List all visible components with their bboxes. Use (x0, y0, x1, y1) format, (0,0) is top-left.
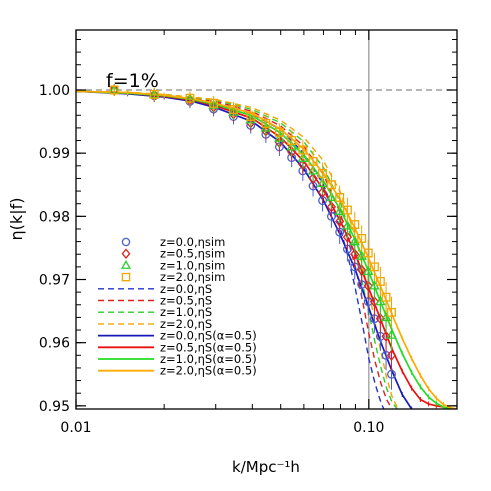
y-tick-label: 0.96 (39, 336, 70, 352)
point-z-0-5-sim-17 (363, 280, 373, 292)
reference-lines (76, 30, 457, 409)
point-z-2-0-sim-2 (185, 93, 195, 103)
point-z-2-0-sim-6 (261, 119, 271, 128)
point-z-1-0-sim-16 (356, 250, 367, 260)
point-z-2-0-sim-13 (335, 192, 345, 202)
point-z-2-0-sim-9 (298, 145, 308, 155)
y-tick-label: 1.00 (39, 83, 70, 99)
y-tick-label: 0.98 (39, 209, 70, 225)
point-z-0-5-sim-14 (342, 231, 353, 243)
point-z-2-0-sim-7 (274, 127, 284, 137)
point-z-0-5-sim-11 (317, 186, 328, 198)
legend-label-z-2-0-sim: z=2.0,ηsim (160, 270, 225, 284)
point-z-0-5-sim-9 (298, 158, 308, 171)
point-z-1-0-sim-11 (317, 177, 328, 188)
point-z-1-0-sim-12 (326, 191, 337, 202)
point-z-2-0-sim-20 (381, 292, 391, 302)
point-z-2-0-sim-17 (363, 248, 373, 258)
legend: z=0.0,ηsimz=0.5,ηsimz=1.0,ηsimz=2.0,ηsim… (98, 235, 257, 378)
point-z-2-0-sim-21 (387, 307, 396, 317)
point-z-1-0-sim-21 (386, 329, 397, 339)
x-axis-label: k/Mpc⁻¹h (232, 458, 300, 476)
point-z-1-0-sim-9 (297, 152, 309, 162)
point-z-2-0-sim-14 (342, 205, 352, 215)
point-z-1-0-sim-13 (334, 205, 345, 215)
y-tick-label: 0.97 (39, 273, 70, 289)
point-z-2-0-sim-10 (308, 156, 318, 166)
chart-annotation: f=1% (106, 70, 159, 92)
x-tick-label: 0.10 (353, 420, 384, 436)
legend-label-z-2-0-s-0-5: z=2.0,ηS(α=0.5) (160, 364, 257, 378)
point-z-1-0-sim-10 (307, 165, 319, 175)
point-z-0-0-sim-20 (381, 350, 391, 360)
legend-label-z-1-0-sim: z=1.0,ηsim (160, 258, 225, 272)
x-tick-label: 0.01 (60, 420, 91, 436)
y-tick-label: 0.95 (39, 399, 70, 415)
point-z-0-5-sim-19 (375, 313, 386, 325)
point-z-2-0-sim-1 (149, 89, 159, 99)
point-z-2-0-sim-5 (246, 112, 256, 121)
point-z-2-0-sim-8 (287, 136, 297, 145)
legend-label-z-1-0-s: z=1.0,ηS (160, 305, 212, 319)
simulation-points (108, 84, 397, 390)
point-z-1-0-sim-14 (342, 220, 353, 230)
point-z-0-5-sim-12 (326, 201, 337, 213)
point-z-2-0-sim-16 (357, 233, 367, 243)
point-z-2-0-sim-11 (318, 168, 328, 178)
legend-label-z-0-5-s: z=0.5,ηS (160, 294, 212, 308)
legend-label-z-0-0-s: z=0.0,ηS (160, 282, 212, 296)
legend-label-z-0-5-sim: z=0.5,ηsim (160, 247, 225, 261)
point-z-0-5-sim-18 (369, 296, 380, 308)
point-z-0-5-sim-16 (357, 264, 367, 276)
point-z-2-0-sim-19 (375, 276, 385, 286)
axes: 0.95 0.96 0.97 0.98 0.99 1.00 0.01 0.10 (39, 30, 458, 436)
point-z-2-0-sim-0 (109, 85, 119, 95)
legend-label-z-2-0-s: z=2.0,ηS (160, 317, 212, 331)
y-tick-label: 0.99 (39, 146, 70, 162)
legend-marker-z-2-0-sim-3 (121, 272, 131, 282)
y-axis-label: η(k|f) (7, 198, 26, 241)
legend-label-z-0-0-sim: z=0.0,ηsim (160, 235, 225, 249)
legend-label-z-0-5-s-0-5: z=0.5,ηS(α=0.5) (160, 340, 257, 354)
point-z-2-0-sim-15 (350, 220, 360, 230)
point-z-2-0-sim-4 (229, 105, 238, 115)
point-z-0-5-sim-13 (335, 215, 345, 227)
point-z-2-0-sim-3 (209, 98, 219, 108)
point-z-0-5-sim-10 (308, 172, 318, 185)
point-z-0-5-sim-21 (386, 349, 397, 361)
legend-marker-z-0-0-sim-0 (121, 237, 131, 247)
legend-marker-z-0-5-sim-1 (121, 248, 131, 260)
legend-marker-z-1-0-sim-2 (120, 259, 132, 269)
point-z-0-5-sim-15 (350, 248, 360, 260)
point-z-1-0-sim-15 (349, 235, 361, 246)
point-z-2-0-sim-12 (326, 180, 336, 190)
point-z-2-0-sim-18 (369, 262, 379, 272)
plot-frame (75, 29, 458, 410)
legend-label-z-1-0-s-0-5: z=1.0,ηS(α=0.5) (160, 352, 257, 366)
legend-label-z-0-0-s-0-5: z=0.0,ηS(α=0.5) (160, 329, 257, 343)
